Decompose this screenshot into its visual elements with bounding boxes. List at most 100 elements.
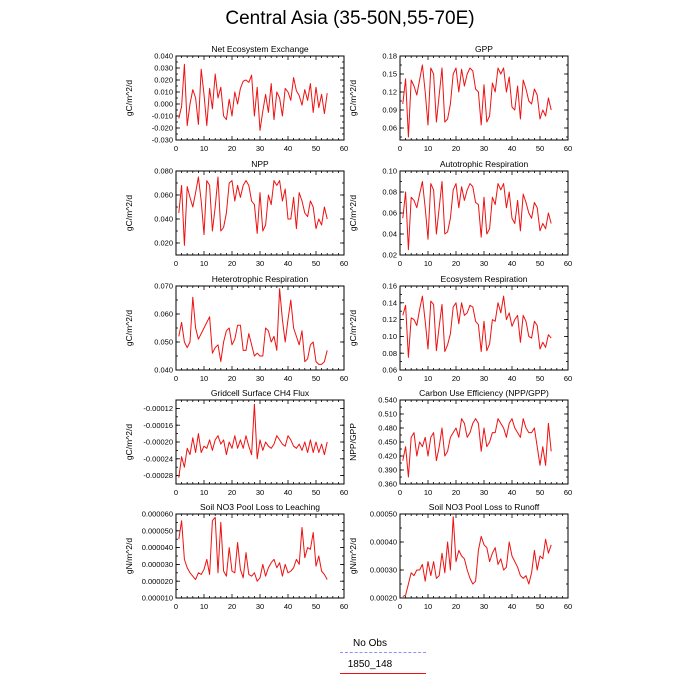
chart-5-title: Heterotrophic Respiration <box>212 274 309 284</box>
chart-9-title: Soil NO3 Pool Loss to Leaching <box>200 502 320 512</box>
chart-5-xtick-label: 60 <box>340 374 348 383</box>
chart-2-ytick-label: 0.06 <box>382 124 397 133</box>
chart-5-frame <box>175 285 345 371</box>
chart-5-xtick-label: 30 <box>256 374 264 383</box>
chart-5-ytick-label: 0.070 <box>154 282 173 291</box>
chart-5-xtick-label: 40 <box>284 374 292 383</box>
chart-1-ytick-label: 0.040 <box>154 52 173 61</box>
chart-3-xtick-label: 20 <box>228 259 236 268</box>
chart-9-ylabel: gN/m^2/d <box>124 538 134 574</box>
chart-8-ytick-label: 0.480 <box>378 424 397 433</box>
chart-3-ylabel: gC/m^2/d <box>124 195 134 231</box>
chart-1-ytick-label: 0.020 <box>154 76 173 85</box>
chart-1-xtick-label: 20 <box>228 144 236 153</box>
chart-4-xtick-label: 40 <box>508 259 516 268</box>
chart-2-series-1 <box>402 64 552 138</box>
chart-7-xtick-label: 60 <box>340 488 348 497</box>
chart-8-ytick-label: 0.390 <box>378 466 397 475</box>
chart-9-xtick-label: 10 <box>200 602 208 611</box>
chart-1-xtick-label: 60 <box>340 144 348 153</box>
chart-3-series-1 <box>178 176 328 246</box>
chart-2-ytick-label: 0.15 <box>382 70 397 79</box>
chart-2-xtick-label: 30 <box>480 144 488 153</box>
chart-7-ytick-label: -0.00028 <box>143 471 173 480</box>
chart-1-ytick-label: 0.010 <box>154 88 173 97</box>
chart-8-ytick-label: 0.450 <box>378 438 397 447</box>
legend-line-model <box>340 673 426 674</box>
chart-8-xtick-label: 10 <box>424 488 432 497</box>
chart-3-xtick-label: 50 <box>312 259 320 268</box>
chart-1-ytick-label: -0.010 <box>152 112 173 121</box>
chart-8-ytick-label: 0.420 <box>378 452 397 461</box>
chart-5-xtick-label: 20 <box>228 374 236 383</box>
chart-5-series-1 <box>178 288 328 365</box>
chart-10-xtick-label: 40 <box>508 602 516 611</box>
chart-4-xtick-label: 10 <box>424 259 432 268</box>
chart-7-series-1 <box>178 403 328 478</box>
chart-5-ytick-label: 0.060 <box>154 310 173 319</box>
chart-10-ytick-label: 0.00040 <box>370 538 397 547</box>
chart-7-xtick-label: 10 <box>200 488 208 497</box>
chart-4-xtick-label: 0 <box>398 259 402 268</box>
chart-6-ylabel: gC/m^2/d <box>348 310 358 346</box>
chart-10-xtick-label: 60 <box>564 602 572 611</box>
chart-10-ytick-label: 0.00050 <box>370 510 397 519</box>
chart-6-xtick-label: 50 <box>536 374 544 383</box>
chart-9-xtick-label: 50 <box>312 602 320 611</box>
chart-2-ylabel: gC/m^2/d <box>348 80 358 116</box>
chart-10-xtick-label: 0 <box>398 602 402 611</box>
chart-9-ytick-label: 0.000060 <box>142 510 173 519</box>
chart-8-frame <box>399 399 569 485</box>
chart-7-xtick-label: 0 <box>174 488 178 497</box>
chart-3-ytick-label: 0.020 <box>154 239 173 248</box>
chart-7-ytick-label: -0.00016 <box>143 421 173 430</box>
chart-6-ytick-label: 0.08 <box>382 349 397 358</box>
chart-8-ytick-label: 0.360 <box>378 480 397 489</box>
chart-8-xtick-label: 40 <box>508 488 516 497</box>
chart-9-xtick-label: 30 <box>256 602 264 611</box>
chart-8-title: Carbon Use Efficiency (NPP/GPP) <box>419 388 549 398</box>
chart-7-xtick-label: 50 <box>312 488 320 497</box>
chart-9-xtick-label: 0 <box>174 602 178 611</box>
chart-1-ylabel: gC/m^2/d <box>124 80 134 116</box>
chart-9-series-1 <box>178 516 328 582</box>
chart-7-ytick-label: -0.00012 <box>143 404 173 413</box>
chart-10-xtick-label: 20 <box>452 602 460 611</box>
legend-label-obs: No Obs <box>353 638 387 649</box>
chart-7-xtick-label: 40 <box>284 488 292 497</box>
chart-4-xtick-label: 20 <box>452 259 460 268</box>
chart-4-ylabel: gC/m^2/d <box>348 195 358 231</box>
chart-5-ylabel: gC/m^2/d <box>124 310 134 346</box>
chart-6-title: Ecosystem Respiration <box>441 274 528 284</box>
chart-1-ytick-label: 0.030 <box>154 64 173 73</box>
chart-8-xtick-label: 30 <box>480 488 488 497</box>
chart-4-xtick-label: 30 <box>480 259 488 268</box>
chart-8-xtick-label: 0 <box>398 488 402 497</box>
chart-5-ytick-label: 0.050 <box>154 338 173 347</box>
chart-1-ytick-label: -0.020 <box>152 124 173 133</box>
chart-9-ytick-label: 0.000050 <box>142 526 173 535</box>
chart-4-title: Autotrophic Respiration <box>440 159 529 169</box>
chart-8-ylabel: NPP/GPP <box>348 423 358 461</box>
chart-3-xtick-label: 60 <box>340 259 348 268</box>
chart-6-ytick-label: 0.10 <box>382 332 397 341</box>
chart-7-xtick-label: 20 <box>228 488 236 497</box>
chart-3-frame <box>175 170 345 256</box>
chart-8-series-1 <box>402 418 552 478</box>
chart-9-ytick-label: 0.000030 <box>142 560 173 569</box>
chart-3-xtick-label: 30 <box>256 259 264 268</box>
chart-4-ytick-label: 0.02 <box>382 251 397 260</box>
chart-6-ytick-label: 0.14 <box>382 298 397 307</box>
chart-6-series-1 <box>402 295 552 358</box>
chart-9-xtick-label: 20 <box>228 602 236 611</box>
chart-2-xtick-label: 40 <box>508 144 516 153</box>
chart-6-ytick-label: 0.12 <box>382 315 397 324</box>
chart-1-xtick-label: 50 <box>312 144 320 153</box>
chart-6-xtick-label: 60 <box>564 374 572 383</box>
chart-9-ytick-label: 0.000010 <box>142 594 173 603</box>
chart-8-ytick-label: 0.540 <box>378 396 397 405</box>
chart-1-ytick-label: -0.030 <box>152 136 173 145</box>
chart-8-xtick-label: 50 <box>536 488 544 497</box>
chart-8-xtick-label: 20 <box>452 488 460 497</box>
chart-5-xtick-label: 50 <box>312 374 320 383</box>
